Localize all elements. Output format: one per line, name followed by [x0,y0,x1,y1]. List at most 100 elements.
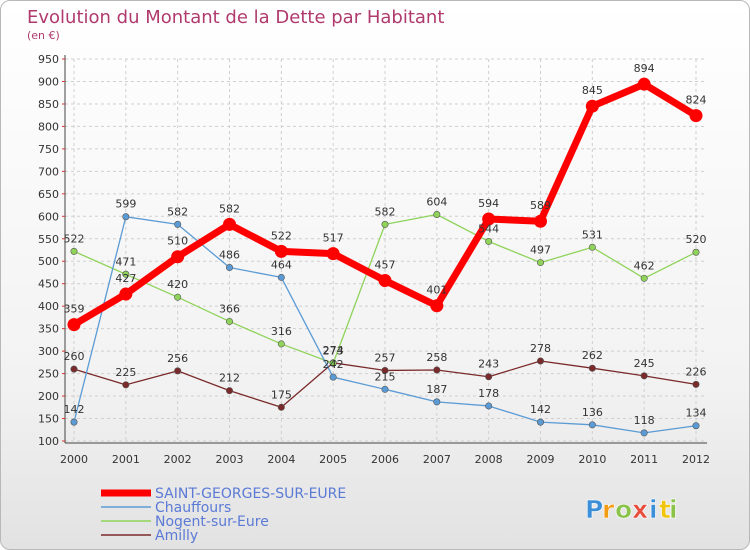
data-label: 142 [530,403,551,416]
data-label: 845 [582,84,603,97]
data-point [485,402,493,410]
data-point [588,364,596,372]
data-label: 594 [478,197,499,210]
y-tick-label: 150 [38,413,59,426]
data-label: 824 [686,94,707,107]
legend-label: Chauffours [155,500,231,516]
data-point [174,220,182,228]
x-tick-label: 2010 [578,453,606,466]
logo-letter: i [649,495,658,524]
data-label: 582 [167,205,188,218]
y-tick-label: 700 [38,165,59,178]
data-label: 582 [219,202,240,215]
x-tick-label: 2011 [630,453,658,466]
data-label: 427 [115,272,136,285]
data-label: 258 [426,351,447,364]
data-point [67,318,81,332]
data-label: 175 [271,388,292,401]
data-label: 187 [426,383,447,396]
y-tick-label: 750 [38,143,59,156]
data-point [119,287,133,301]
data-label: 260 [64,350,85,363]
data-label: 486 [219,249,240,262]
y-tick-label: 600 [38,210,59,223]
data-point [277,403,285,411]
data-point [585,99,599,113]
data-label: 136 [582,406,603,419]
data-point [122,270,130,278]
data-label: 226 [686,365,707,378]
series-group: 260 225 256 212 175 274 257 258 243 278 262 245 226 5… [64,62,707,437]
data-label: 243 [478,358,499,371]
y-tick-label: 250 [38,368,59,381]
data-point [381,366,389,374]
data-point [171,250,185,264]
x-tick-label: 2004 [267,453,295,466]
data-point [70,247,78,255]
y-tick-label: 950 [38,53,59,66]
data-point [640,274,648,282]
data-label: 464 [271,258,292,271]
data-label: 178 [478,387,499,400]
x-tick-label: 2000 [60,453,88,466]
data-point [329,373,337,381]
y-tick-label: 650 [38,188,59,201]
data-label: 401 [426,284,447,297]
y-tick-label: 500 [38,255,59,268]
data-point [536,259,544,267]
x-tick-label: 2012 [682,453,710,466]
y-tick-label: 100 [38,435,59,448]
data-point [122,213,130,221]
axes: 100 150 200 250 300 350 400 450 500 550 600 650 700 7… [38,53,710,466]
data-label: 420 [167,278,188,291]
data-label: 262 [582,349,603,362]
y-tick-label: 800 [38,120,59,133]
data-label: 531 [582,228,603,241]
data-label: 134 [686,407,707,420]
y-tick-label: 200 [38,390,59,403]
data-label: 366 [219,302,240,315]
x-tick-label: 2007 [423,453,451,466]
logo-letter: x [632,495,648,524]
legend: SAINT-GEORGES-SUR-EUREChauffoursNogent-s… [101,486,346,544]
x-tick-label: 2002 [164,453,192,466]
logo-letter: t [659,495,671,524]
data-point [378,274,392,288]
data-point [536,357,544,365]
data-point [689,109,703,123]
data-point [485,237,493,245]
y-tick-label: 350 [38,323,59,336]
data-point [534,214,547,228]
data-label: 212 [219,372,240,385]
data-point [70,365,78,373]
data-label: 544 [478,222,499,235]
data-point [588,421,596,429]
data-point [223,217,236,231]
legend-label: SAINT-GEORGES-SUR-EURE [155,486,346,502]
x-tick-label: 2006 [371,453,399,466]
legend-label: Nogent-sur-Eure [155,514,269,530]
data-label: 242 [323,358,344,371]
data-point [122,381,130,389]
data-label: 522 [64,232,85,245]
data-point [640,372,648,380]
data-label: 510 [167,235,188,248]
data-point [274,244,288,258]
data-point [70,418,78,426]
data-label: 599 [115,198,136,211]
logo-letter: P [585,495,603,524]
data-label: 278 [530,342,551,355]
data-point [536,418,544,426]
data-point [226,387,234,395]
data-point [381,385,389,393]
data-label: 118 [634,414,655,427]
data-label: 256 [167,352,188,365]
grid [65,58,707,442]
data-point [277,273,285,281]
data-point [326,247,340,261]
data-point [226,317,234,325]
y-tick-label: 900 [38,75,59,88]
data-label: 604 [426,195,447,208]
data-label: 517 [323,232,344,245]
